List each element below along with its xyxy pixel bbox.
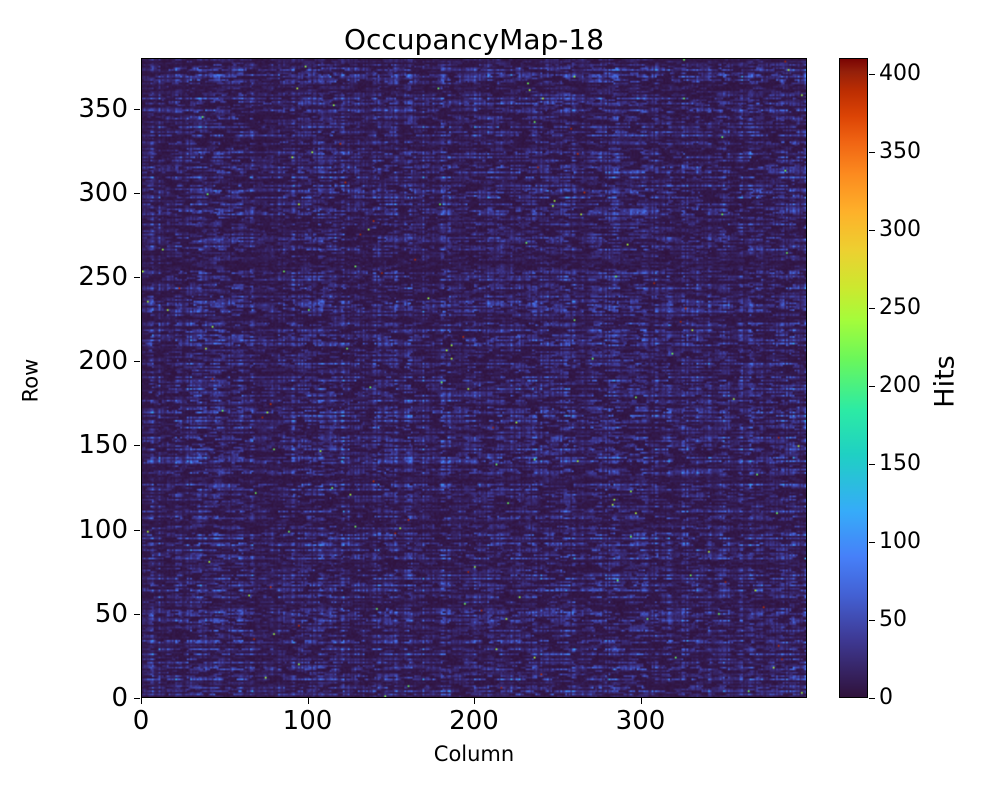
chart-title: OccupancyMap-18 — [343, 23, 605, 56]
x-tick-mark — [307, 698, 309, 704]
colorbar-tick-label: 200 — [879, 372, 921, 398]
colorbar-tick-mark — [869, 307, 875, 309]
colorbar-tick-mark — [869, 463, 875, 465]
y-tick-mark — [134, 445, 140, 447]
colorbar-tick-label: 50 — [879, 606, 907, 632]
y-tick-label: 350 — [78, 93, 128, 124]
colorbar-tick-mark — [869, 385, 875, 387]
x-tick-label: 0 — [132, 706, 150, 736]
colorbar-tick-label: 0 — [879, 685, 893, 710]
y-tick-mark — [134, 361, 140, 363]
y-tick-label: 50 — [94, 598, 128, 629]
colorbar-tick-mark — [869, 229, 875, 231]
y-tick-label: 0 — [111, 683, 128, 713]
y-tick-mark — [134, 192, 140, 194]
heatmap-image — [142, 59, 806, 697]
colorbar-gradient — [839, 58, 868, 698]
x-tick-label: 300 — [615, 706, 666, 736]
y-tick-label: 150 — [78, 430, 128, 461]
colorbar-tick-label: 150 — [879, 450, 921, 476]
colorbar-tick-label: 350 — [879, 138, 921, 164]
y-tick-mark — [134, 698, 140, 699]
colorbar-tick-label: 300 — [879, 216, 921, 242]
y-tick-mark — [134, 108, 140, 110]
colorbar-tick-label: 250 — [879, 294, 921, 320]
x-tick-mark — [141, 698, 142, 704]
y-tick-label: 100 — [78, 514, 128, 545]
y-tick-mark — [134, 276, 140, 278]
colorbar-tick-mark — [869, 151, 875, 153]
colorbar-tick-mark — [869, 73, 875, 75]
y-tick-mark — [134, 613, 140, 615]
colorbar-tick-mark — [869, 698, 875, 699]
colorbar-label: Hits — [929, 355, 961, 408]
y-tick-mark — [134, 529, 140, 531]
x-tick-mark — [474, 698, 475, 704]
colorbar-tick-mark — [869, 619, 875, 621]
x-tick-label: 200 — [449, 706, 499, 736]
colorbar-tick-label: 400 — [879, 60, 921, 86]
y-axis-label: Row — [18, 358, 43, 403]
y-tick-label: 250 — [78, 261, 128, 292]
y-tick-label: 300 — [78, 177, 128, 208]
heatmap-plot-area[interactable] — [141, 58, 807, 698]
colorbar[interactable] — [839, 58, 868, 698]
x-axis-label: Column — [433, 742, 515, 766]
x-tick-mark — [640, 698, 642, 704]
colorbar-tick-mark — [869, 541, 875, 543]
colorbar-tick-label: 100 — [879, 528, 921, 554]
x-tick-label: 100 — [282, 706, 333, 736]
y-tick-label: 200 — [78, 346, 128, 377]
